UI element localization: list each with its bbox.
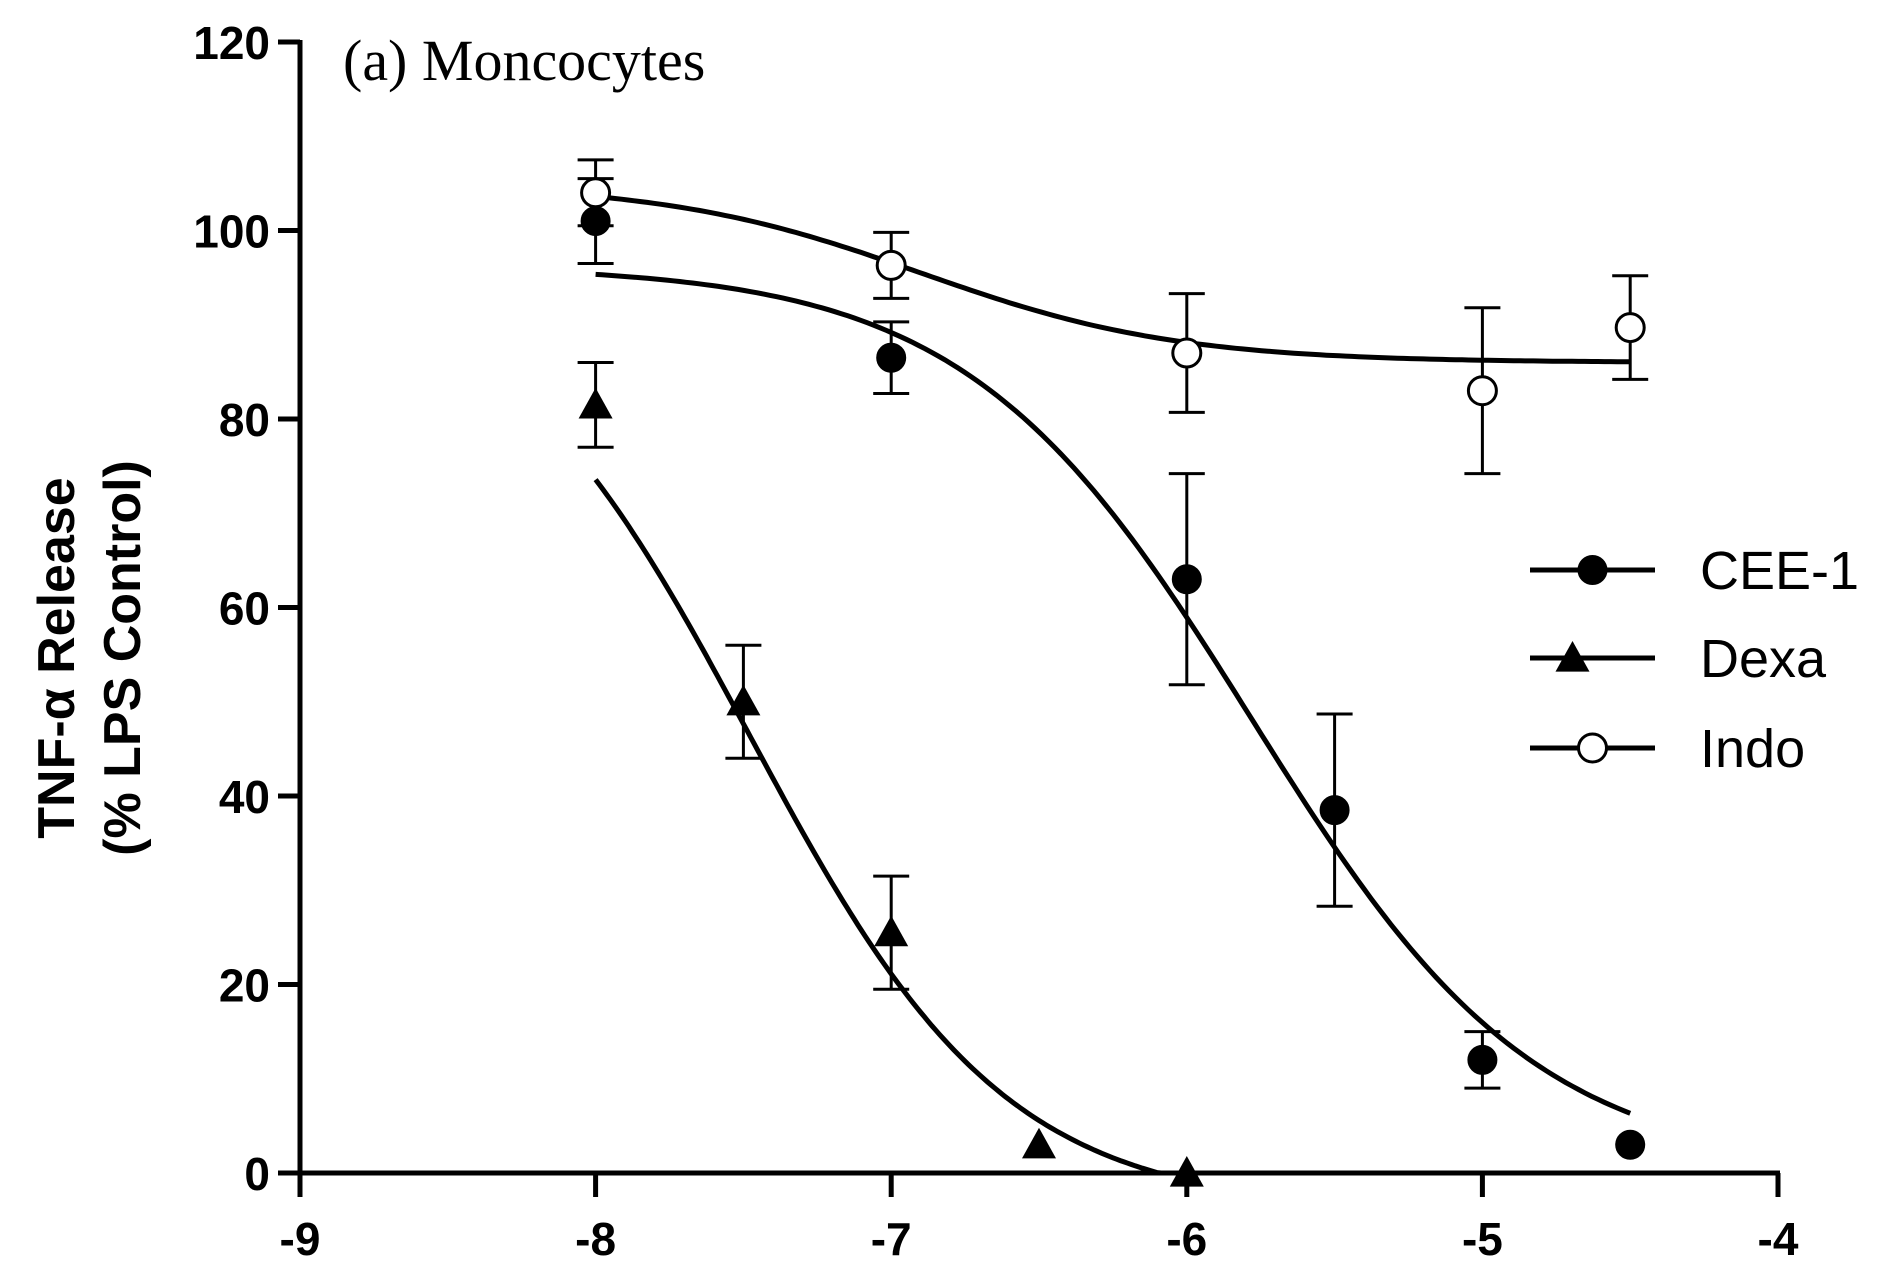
data-point-cee-1 [1615,1129,1646,1160]
data-point-cee-1 [1467,1044,1498,1075]
legend-label-indo: Indo [1700,719,1805,779]
data-point-indo [580,177,612,209]
data-point-dexa [578,387,613,419]
data-point-indo [875,249,907,281]
y-tick-label: 0 [244,1148,270,1200]
error-bars [577,158,1649,1090]
data-point-dexa [1169,1156,1204,1187]
x-tick-label: -6 [1166,1213,1207,1265]
fit-curve-cee-1 [595,271,1632,1116]
x-tick-label: -8 [575,1213,616,1265]
data-point-dexa [726,684,761,716]
data-point-dexa [874,915,909,947]
x-tick-label: -4 [1758,1213,1799,1265]
x-tick-label: -7 [871,1213,912,1265]
data-point-cee-1 [1171,564,1202,595]
chart-title: (a) Moncocytes [343,28,705,93]
legend-label-dexa: Dexa [1700,629,1827,689]
data-point-cee-1 [580,206,611,237]
x-tick-label: -9 [280,1213,321,1265]
data-point-indo [1614,312,1646,344]
data-points [578,177,1646,1187]
x-tick-label: -5 [1462,1213,1503,1265]
y-tick-label: 20 [219,960,270,1012]
y-tick-label: 80 [219,394,270,446]
legend-marker-cee-1 [1577,555,1608,585]
fit-curve-dexa [593,478,1162,1176]
data-point-indo [1171,337,1203,369]
y-axis-label-line1: TNF-α Release [28,477,86,838]
legend-marker-dexa [1555,641,1590,672]
axes: -9 -8 -7 -6 -5 -4 0 20 40 60 80 100 120 [193,17,1799,1265]
data-point-cee-1 [1319,795,1350,826]
y-tick-label: 120 [193,17,270,69]
y-axis-label-line2: (% LPS Control) [94,460,152,856]
y-tick-label: 40 [219,771,270,823]
data-point-indo [1466,375,1498,407]
legend-marker-indo [1577,732,1608,764]
data-point-dexa [1022,1127,1056,1159]
legend-label-cee-1: CEE-1 [1700,541,1859,601]
y-tick-label: 100 [193,206,270,258]
y-tick-label: 60 [219,583,270,635]
legend: CEE-1 Dexa Indo [1530,541,1859,779]
data-point-cee-1 [876,342,907,373]
fit-curves [593,194,1632,1176]
fit-curve-indo [595,194,1631,365]
